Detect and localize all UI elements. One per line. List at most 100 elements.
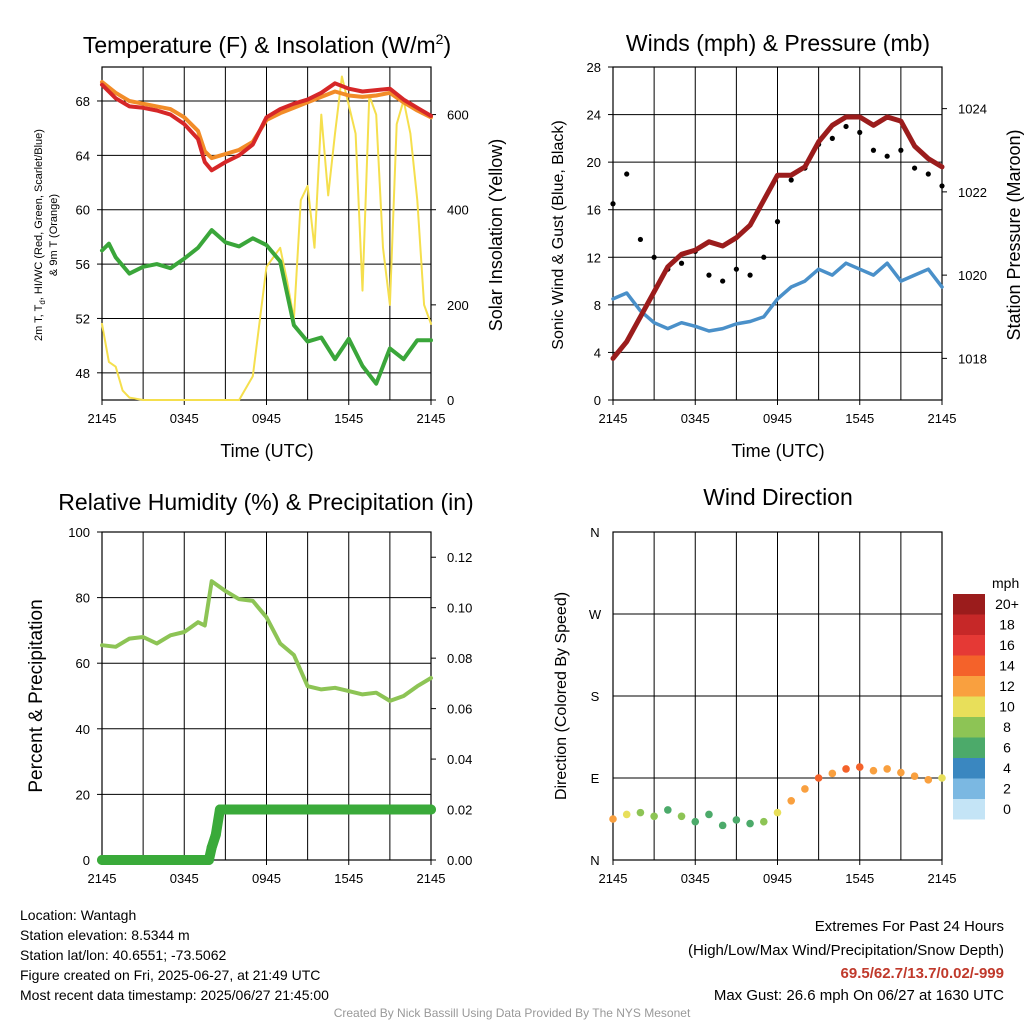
temp-right-axis-label: Solar Insolation (Yellow) <box>486 139 506 331</box>
extremes-box: Extremes For Past 24 Hours (High/Low/Max… <box>688 915 1004 1007</box>
precipitation-point <box>247 804 258 815</box>
legend-swatch <box>953 676 985 697</box>
rh-ytick-label: 80 <box>76 591 90 606</box>
rh-xtick-label: 0945 <box>252 871 281 886</box>
wdir-ytick-label: W <box>589 607 602 622</box>
gust-point <box>733 266 739 272</box>
winds-xtick-label: 2145 <box>928 411 957 426</box>
location-text: Location: Wantagh <box>20 907 137 923</box>
wind-speed-line <box>611 261 944 333</box>
gust-point <box>651 254 657 260</box>
rh-ytick-label: 0 <box>83 853 90 868</box>
dewpoint-line <box>100 228 433 386</box>
precipitation-point <box>110 855 121 865</box>
legend-label: 14 <box>999 658 1015 674</box>
temp-y2tick-label: 400 <box>447 203 469 218</box>
rh-left-axis-label: Percent & Precipitation <box>26 599 47 792</box>
winds-xtick-label: 0945 <box>763 411 792 426</box>
precipitation-point <box>343 804 354 815</box>
direction-point <box>883 765 891 773</box>
temp-y2tick-label: 600 <box>447 108 469 123</box>
direction-point <box>924 776 933 784</box>
station-info: Location: Wantagh Station elevation: 8.5… <box>20 905 329 1005</box>
temp-ytick-label: 56 <box>76 257 90 272</box>
temp-xtick-label: 0945 <box>252 411 281 426</box>
precipitation-point <box>203 855 214 865</box>
temp-xtick-label: 0345 <box>170 411 199 426</box>
temp-ytick-label: 64 <box>76 148 90 163</box>
gust-point <box>610 201 616 207</box>
precipitation-point <box>302 804 313 815</box>
direction-point <box>869 766 878 775</box>
direction-point <box>801 785 809 793</box>
gust-point <box>870 147 877 153</box>
precipitation-point <box>124 855 135 865</box>
temp-left-axis-label: 2m T, Td, HI/WC (Red, Green, Scarlet/Blu… <box>33 129 47 341</box>
direction-point <box>732 816 741 824</box>
legend-swatch <box>953 737 985 758</box>
insolation-line <box>101 75 432 401</box>
wdir-ytick-label: E <box>591 771 600 786</box>
legend-label: 8 <box>1003 719 1011 735</box>
rh-y2tick-label: 0.12 <box>447 550 472 565</box>
precipitation-point <box>210 829 221 840</box>
direction-point <box>746 819 754 828</box>
winds-y2tick-label: 1018 <box>958 351 987 366</box>
winds-ytick-label: 0 <box>594 393 601 408</box>
credit-text: Created By Nick Bassill Using Data Provi… <box>333 1006 691 1020</box>
direction-point <box>759 817 768 826</box>
legend-label: 0 <box>1003 801 1011 817</box>
wdir-ytick-label: N <box>590 853 599 868</box>
gust-point <box>678 260 685 266</box>
precipitation-point <box>330 804 341 815</box>
precipitation-point <box>357 804 368 815</box>
temp-x-axis-label: Time (UTC) <box>220 441 313 461</box>
direction-point <box>677 812 686 821</box>
rh-xtick-label: 0345 <box>170 871 199 886</box>
rh-y2tick-label: 0.02 <box>447 803 472 818</box>
winds-ytick-label: 8 <box>594 298 601 313</box>
precipitation-point <box>234 804 245 815</box>
rh-ytick-label: 20 <box>76 787 90 802</box>
legend-label: 6 <box>1003 740 1011 756</box>
precipitation-point <box>206 842 217 853</box>
winds-ytick-label: 4 <box>594 345 601 360</box>
legend-swatch <box>953 614 985 635</box>
gust-point <box>884 153 890 159</box>
precipitation-point <box>192 855 203 865</box>
legend-swatch <box>953 635 985 656</box>
rh-y2tick-label: 0.00 <box>447 853 472 868</box>
winds-x-axis-label: Time (UTC) <box>731 441 824 461</box>
winds-y2tick-label: 1020 <box>958 268 987 283</box>
precipitation-point <box>371 804 382 815</box>
gust-point <box>624 171 630 177</box>
extremes-gust: Max Gust: 26.6 mph On 06/27 at 1630 UTC <box>713 987 1004 1004</box>
rh-ytick-label: 40 <box>76 722 90 737</box>
precipitation-line <box>97 804 436 865</box>
rh-ytick-label: 100 <box>68 525 90 540</box>
precipitation-point <box>275 804 286 815</box>
direction-point <box>705 810 713 819</box>
direction-point <box>910 772 919 780</box>
legend-label: 12 <box>999 678 1015 694</box>
legend-title: mph <box>992 575 1019 591</box>
direction-point <box>650 812 658 821</box>
temperature-insolation-chart: 2145 0345 0945 1545 2145 48 52 56 60 64 68 0 200 400 6… <box>76 66 469 426</box>
precipitation-point <box>412 804 423 815</box>
rh-xtick-label: 2145 <box>88 871 117 886</box>
direction-point <box>622 810 631 819</box>
wdir-left-axis-label: Direction (Colored By Speed) <box>553 592 570 800</box>
precipitation-point <box>97 855 107 865</box>
winds-xtick-label: 0345 <box>681 411 710 426</box>
temp-y2tick-label: 200 <box>447 298 469 313</box>
legend-label: 16 <box>999 637 1015 653</box>
rh-panel-title: Relative Humidity (%) & Precipitation (i… <box>58 489 473 515</box>
direction-point <box>636 808 645 817</box>
relative-humidity-line <box>100 579 433 703</box>
winds-y2tick-label: 1024 <box>958 102 987 117</box>
temp-y2tick-label: 0 <box>447 393 454 408</box>
legend-swatch <box>953 799 985 820</box>
legend-swatch <box>953 655 985 676</box>
wdir-xtick-label: 2145 <box>599 871 628 886</box>
